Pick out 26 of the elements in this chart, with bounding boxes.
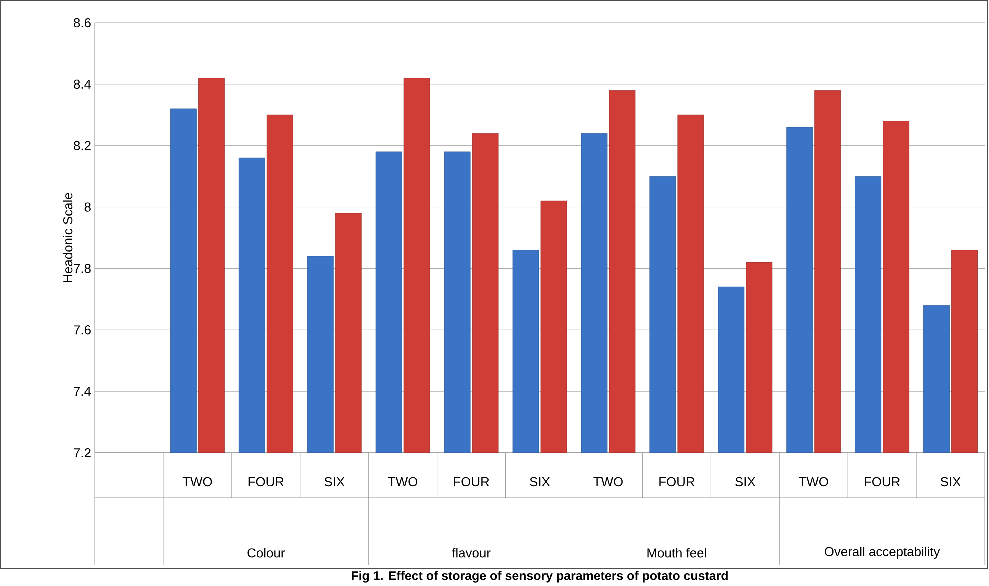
y-tick-label: 7.4 (74, 387, 92, 396)
text: flavour (452, 548, 491, 558)
y-tick-label: 7.6 (74, 325, 91, 335)
text: Overall acceptability (824, 546, 940, 559)
y-tick-label: 7.8 (74, 264, 91, 274)
y-tick-label: 8.2 (74, 141, 91, 150)
x-tick-label: SIX (324, 477, 345, 487)
x-tick-label: SIX (736, 477, 756, 487)
x-tick-label: FOUR (454, 477, 490, 487)
text: Mouth feel (648, 548, 706, 558)
y-tick-label: 8 (84, 202, 91, 212)
x-tick-label: FOUR (248, 477, 284, 487)
x-tick-label: FOUR (865, 477, 900, 487)
x-tick-label: TWO (388, 477, 418, 487)
x-tick-label: TWO (182, 477, 212, 487)
x-tick-label: SIX (530, 477, 550, 487)
text: Fig 1. Effect of storage of sensory parameters of potato custard (352, 571, 728, 583)
x-tick-label: TWO (799, 477, 828, 487)
y-tick-label: 8.6 (74, 18, 91, 28)
text: Colour (248, 548, 286, 558)
y-axis-title: Headonic Scale (63, 193, 73, 282)
x-tick-label: SIX (940, 477, 961, 487)
x-tick-label: FOUR (660, 477, 695, 487)
x-tick-label: TWO (594, 477, 623, 487)
y-tick-label: 7.2 (74, 448, 91, 458)
y-tick-label: 8.4 (74, 80, 92, 89)
